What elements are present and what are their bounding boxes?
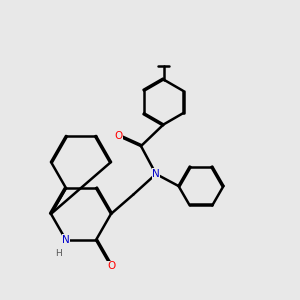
Text: O: O — [114, 131, 123, 141]
Text: H: H — [55, 249, 62, 258]
Text: N: N — [62, 235, 70, 245]
Text: N: N — [152, 169, 160, 179]
Text: O: O — [107, 261, 115, 271]
